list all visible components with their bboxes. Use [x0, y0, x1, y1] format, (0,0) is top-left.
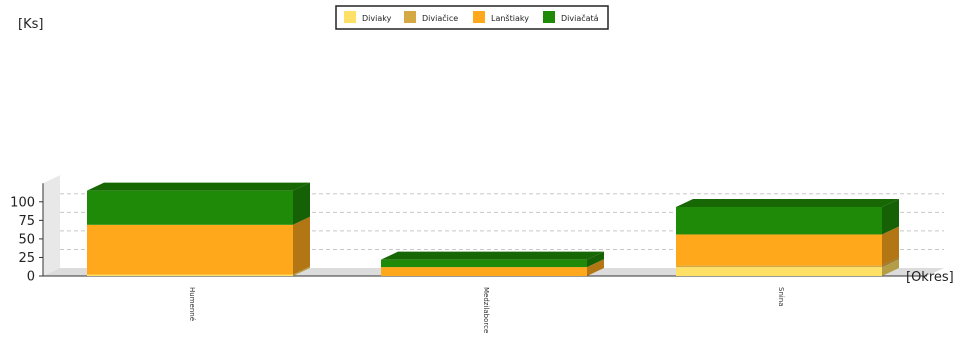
bar-front: [676, 206, 882, 235]
y-tick-label: 50: [18, 232, 35, 247]
y-axis-label: [Ks]: [18, 17, 43, 32]
legend-label: Diviačice: [422, 13, 458, 23]
chart-legend: Diviaky Diviačice Lanštiaky Diviačatá: [335, 5, 609, 30]
bar-front: [87, 224, 293, 275]
bar-segment: [676, 226, 899, 266]
legend-label: Lanštiaky: [491, 13, 529, 23]
bar-segment: [381, 251, 604, 268]
chart-bars: [87, 182, 899, 276]
bar-side: [293, 266, 310, 276]
bar-segment: [381, 259, 604, 276]
bar-front: [87, 274, 293, 276]
y-tick-label: 25: [18, 251, 35, 266]
legend-swatch: [473, 11, 485, 23]
bar-side: [293, 216, 310, 275]
bar-front: [87, 190, 293, 225]
bar-segment: [87, 266, 310, 276]
legend-swatch: [543, 11, 555, 23]
y-tick-label: 100: [10, 195, 35, 210]
bar-segment: [676, 259, 899, 276]
chart-tick-labels: 0 25 50 75 100 Humenné Medzilaborce Snina: [10, 195, 785, 333]
bar-segment: [87, 182, 310, 225]
bar-segment: [676, 198, 899, 235]
bar-top: [87, 182, 310, 191]
x-tick-label: Medzilaborce: [482, 287, 490, 333]
bar-side: [293, 182, 310, 225]
bar-top: [676, 198, 899, 207]
bar-segment: [87, 216, 310, 275]
legend-label: Diviaky: [362, 14, 392, 23]
bar-side: [882, 259, 899, 276]
bar-side: [882, 226, 899, 266]
y-tick-label: 0: [27, 270, 35, 285]
bar-front: [676, 265, 882, 268]
x-axis-label: [Okres]: [906, 270, 954, 285]
bar-side: [882, 198, 899, 235]
legend-swatch: [404, 11, 416, 23]
bar-segment: [676, 257, 899, 268]
x-tick-label: Snina: [777, 287, 785, 307]
legend-swatch: [344, 11, 356, 23]
legend-label: Diviačatá: [561, 13, 599, 23]
bar-side: [587, 259, 604, 276]
x-tick-label: Humenné: [188, 287, 196, 321]
bar-side: [587, 251, 604, 268]
bar-front: [676, 234, 882, 266]
bar-front: [676, 267, 882, 276]
bar-top: [381, 251, 604, 260]
y-tick-label: 75: [18, 214, 35, 229]
bar-front: [381, 259, 587, 268]
chart-side-wall: [43, 175, 60, 276]
bar-front: [381, 267, 587, 276]
bar-side: [882, 257, 899, 268]
